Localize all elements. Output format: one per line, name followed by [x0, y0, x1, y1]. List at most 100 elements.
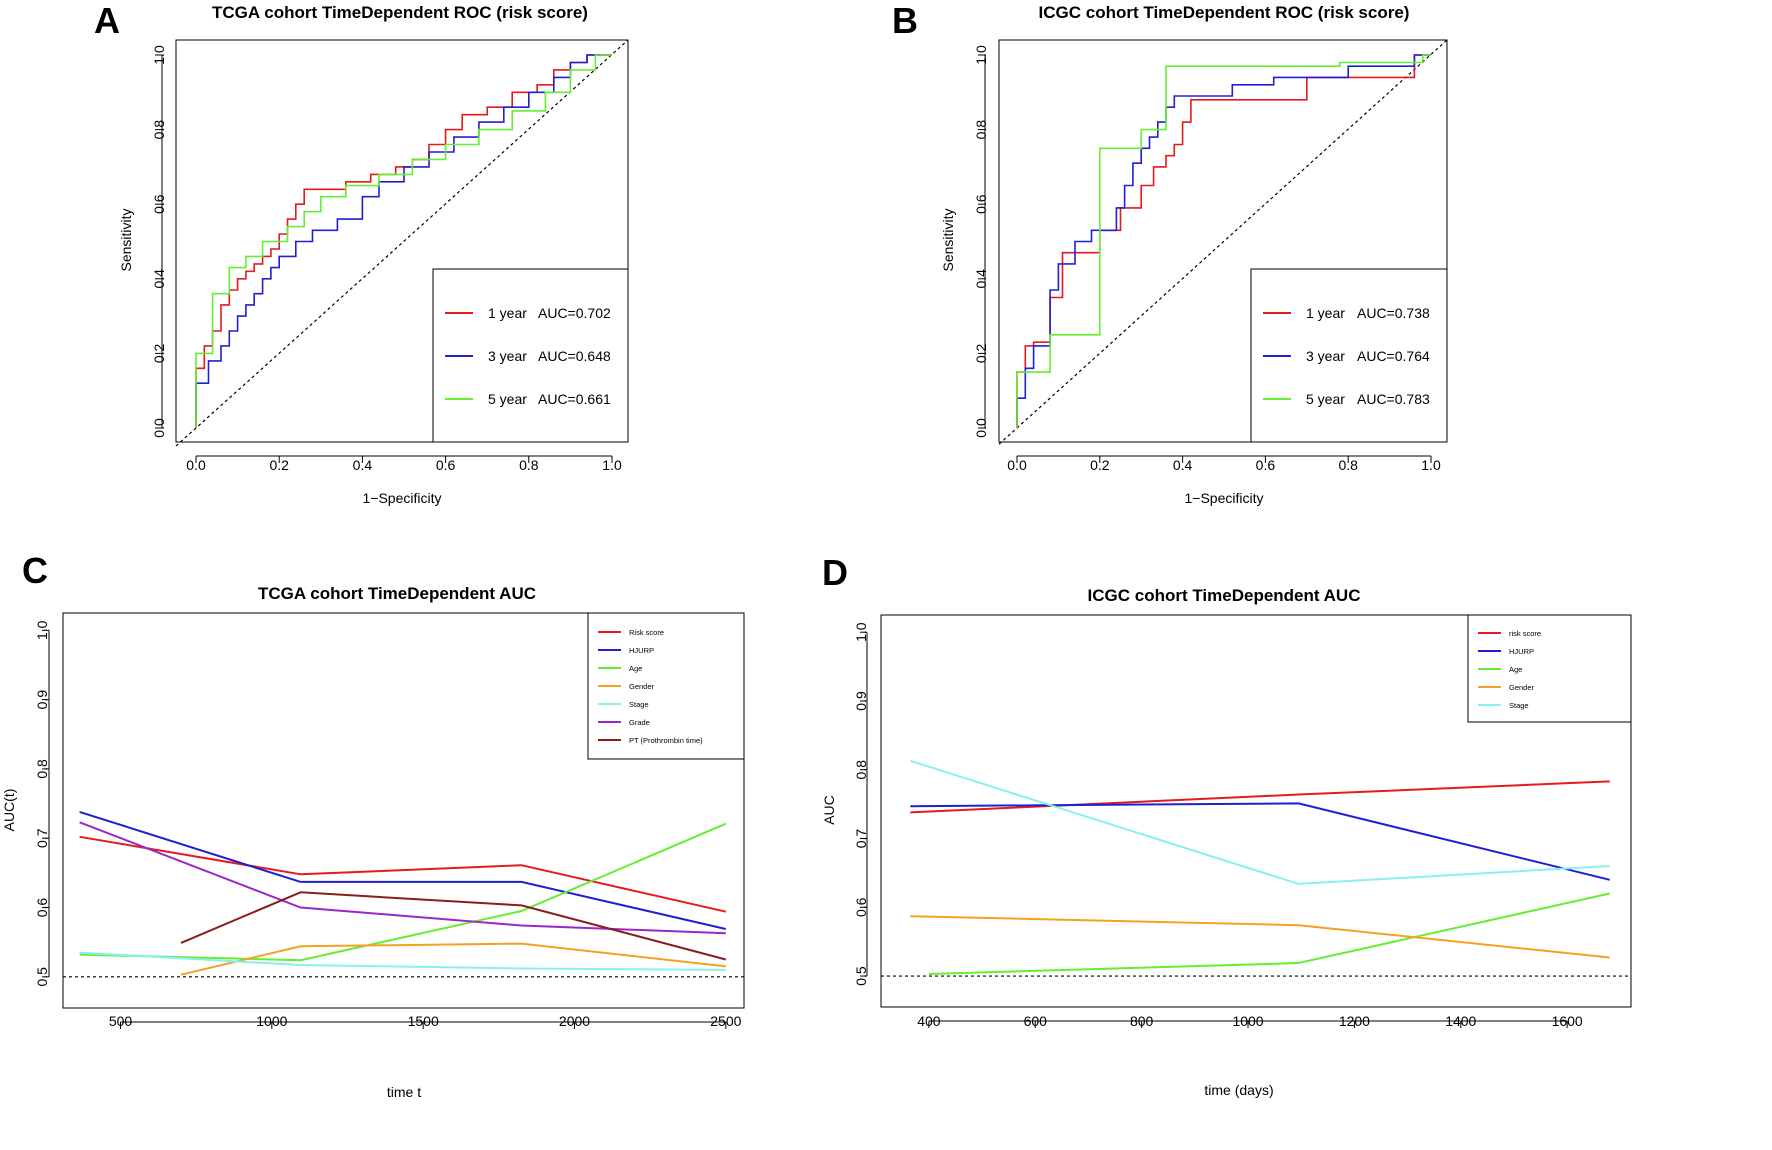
series-line-stage	[79, 951, 726, 971]
legend-label-5-year: 5 year	[1306, 391, 1345, 407]
y-axis-label: AUC(t)	[1, 789, 17, 832]
series-line-age	[928, 892, 1610, 975]
x-tick-label: 1000	[1232, 1013, 1263, 1029]
x-tick-label: 500	[109, 1013, 133, 1029]
y-tick-label: 0.0	[973, 418, 989, 438]
y-tick-label: 0.6	[151, 194, 167, 214]
roc-chart-tcga: TCGA cohort TimeDependent ROC (risk scor…	[118, 3, 629, 506]
x-tick-label: 1200	[1339, 1013, 1370, 1029]
series-line-risk-score	[79, 835, 727, 913]
y-tick-label: 1.0	[34, 620, 50, 640]
panel-letter-a: A	[94, 0, 120, 41]
series-line-stage	[909, 759, 1610, 885]
x-tick-label: 1500	[408, 1013, 439, 1029]
legend-label-hjurp: HJURP	[1509, 647, 1534, 656]
x-tick-label: 0.6	[436, 457, 456, 473]
x-tick-label: 1000	[256, 1013, 287, 1029]
series-line-gender	[910, 915, 1610, 959]
y-tick-label: 0.5	[853, 966, 869, 986]
series-line-1-year	[1016, 54, 1431, 428]
plot-frame	[175, 39, 629, 443]
y-tick-label: 0.7	[853, 829, 869, 849]
x-tick-label: 600	[1024, 1013, 1048, 1029]
x-tick-label: 1.0	[602, 457, 622, 473]
y-axis-label: Sensitivity	[940, 208, 956, 271]
legend-label-risk-score: risk score	[1509, 629, 1541, 638]
series-line-gender	[180, 942, 726, 976]
y-axis-label: AUC	[821, 795, 837, 825]
x-tick-label: 0.6	[1256, 457, 1276, 473]
chart-title: TCGA cohort TimeDependent ROC (risk scor…	[212, 3, 588, 22]
legend-label-3-year: 3 year	[488, 348, 527, 364]
y-tick-label: 0.0	[151, 418, 167, 438]
y-tick-label: 0.9	[34, 690, 50, 710]
series-line-risk-score	[910, 780, 1610, 814]
y-tick-label: 1.0	[853, 622, 869, 642]
panel-letter-d: D	[822, 552, 848, 593]
x-axis-label: 1−Specificity	[1185, 490, 1264, 506]
legend-label-age: Age	[1509, 665, 1522, 674]
x-tick-label: 0.0	[186, 457, 206, 473]
legend-label-1-year: 1 year	[488, 305, 527, 321]
legend-auc-1-year: AUC=0.738	[1357, 305, 1430, 321]
panel-letter-b: B	[892, 0, 918, 41]
series-line-5-year	[1016, 54, 1431, 428]
y-tick-label: 0.4	[151, 269, 167, 289]
x-tick-label: 800	[1130, 1013, 1154, 1029]
series-line-age	[79, 822, 727, 962]
x-axis-label: time t	[387, 1084, 421, 1100]
legend-label-risk-score: Risk score	[629, 628, 664, 637]
y-tick-label: 0.6	[973, 194, 989, 214]
y-tick-label: 0.5	[34, 967, 50, 987]
legend-auc-5-year: AUC=0.783	[1357, 391, 1430, 407]
legend-label-stage: Stage	[1509, 701, 1529, 710]
x-tick-label: 0.2	[269, 457, 289, 473]
legend-auc-3-year: AUC=0.764	[1357, 348, 1430, 364]
legend-label-gender: Gender	[1509, 683, 1535, 692]
x-tick-label: 2500	[710, 1013, 741, 1029]
y-tick-label: 0.8	[34, 759, 50, 779]
plot-frame	[998, 39, 1448, 443]
chart-title: ICGC cohort TimeDependent ROC (risk scor…	[1039, 3, 1410, 22]
x-tick-label: 1600	[1552, 1013, 1583, 1029]
x-tick-label: 0.4	[1173, 457, 1193, 473]
x-axis-label: time (days)	[1204, 1082, 1273, 1098]
series-line-pt-prothrombin-time	[180, 891, 727, 961]
chart-title: TCGA cohort TimeDependent AUC	[258, 584, 536, 603]
auc-chart-icgc: ICGC cohort TimeDependent AUC 400 600 800 10…	[821, 586, 1632, 1098]
series-line-3-year	[195, 54, 612, 428]
y-tick-label: 0.7	[34, 828, 50, 848]
legend-label-age: Age	[629, 664, 642, 673]
diagonal-reference-line	[998, 39, 1448, 445]
y-tick-label: 0.6	[853, 897, 869, 917]
auc-chart-tcga: TCGA cohort TimeDependent AUC 500 1000 1500…	[1, 584, 745, 1100]
legend-label-gender: Gender	[629, 682, 655, 691]
x-tick-label: 0.2	[1090, 457, 1110, 473]
y-tick-label: 0.6	[34, 898, 50, 918]
legend-auc-3-year: AUC=0.648	[538, 348, 611, 364]
plot-frame	[62, 612, 745, 1009]
x-tick-label: 2000	[559, 1013, 590, 1029]
y-tick-label: 0.8	[973, 120, 989, 140]
legend-auc-5-year: AUC=0.661	[538, 391, 611, 407]
roc-chart-icgc: ICGC cohort TimeDependent ROC (risk scor…	[940, 3, 1448, 506]
x-tick-label: 1400	[1445, 1013, 1476, 1029]
legend-label-5-year: 5 year	[488, 391, 527, 407]
series-line-grade	[79, 821, 726, 935]
series-line-3-year	[1016, 54, 1431, 428]
y-tick-label: 0.2	[151, 343, 167, 363]
y-axis-label: Sensitivity	[118, 208, 134, 271]
x-tick-label: 0.4	[353, 457, 373, 473]
x-tick-label: 0.0	[1007, 457, 1027, 473]
x-tick-label: 0.8	[1338, 457, 1358, 473]
legend-label-stage: Stage	[629, 700, 649, 709]
series-line-hjurp	[910, 802, 1610, 881]
y-tick-label: 1.0	[151, 45, 167, 65]
diagonal-reference-line	[175, 39, 629, 447]
y-tick-label: 0.9	[853, 691, 869, 711]
series-line-5-year	[195, 54, 612, 428]
legend-label-3-year: 3 year	[1306, 348, 1345, 364]
y-tick-label: 0.2	[973, 343, 989, 363]
legend-label-1-year: 1 year	[1306, 305, 1345, 321]
y-tick-label: 1.0	[973, 45, 989, 65]
